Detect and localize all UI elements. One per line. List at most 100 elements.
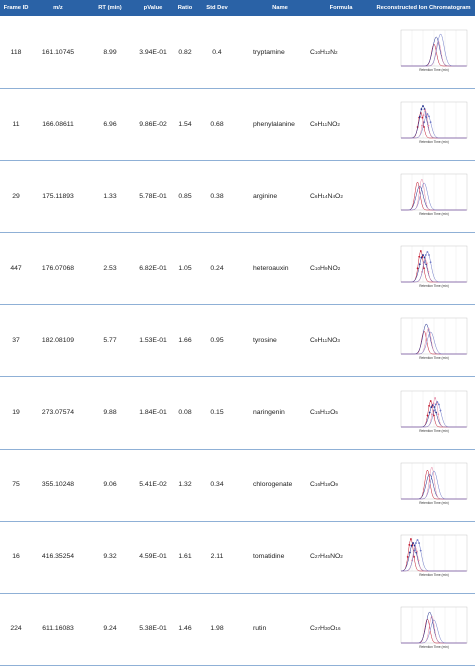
trace-marker bbox=[426, 113, 429, 115]
header-cell: Name bbox=[272, 5, 288, 11]
cell-text: 6.82E-01 bbox=[139, 264, 167, 272]
formula-count: 16 bbox=[335, 626, 341, 632]
chromatogram: Retention Time (min) bbox=[400, 390, 468, 433]
cell-text: 1.84E-01 bbox=[139, 409, 167, 416]
trace-marker bbox=[420, 108, 423, 111]
cell-text: 5.41E-02 bbox=[139, 481, 167, 489]
header-cell: RT (min) bbox=[98, 5, 122, 11]
trace-marker bbox=[418, 263, 421, 266]
trace-marker bbox=[423, 267, 425, 270]
formula-element: NO bbox=[330, 553, 341, 561]
formula-count: 2 bbox=[337, 121, 340, 127]
trace-marker bbox=[416, 550, 418, 553]
trace-marker bbox=[424, 109, 427, 111]
cell-text: rutin bbox=[253, 625, 267, 633]
trace-marker bbox=[425, 262, 428, 265]
formula-element: H bbox=[320, 625, 325, 633]
formula-element: C bbox=[310, 264, 315, 272]
cell-text: 1.54 bbox=[178, 120, 192, 128]
trace-marker bbox=[413, 555, 415, 558]
cell-text: 0.95 bbox=[210, 336, 224, 344]
trace-marker bbox=[432, 401, 435, 404]
chromatogram-trace bbox=[401, 33, 467, 67]
trace-marker bbox=[416, 267, 419, 270]
formula-count: 2 bbox=[337, 265, 341, 271]
chromatogram-axis-label: Retention Time (min) bbox=[419, 429, 449, 433]
trace-marker bbox=[415, 541, 417, 544]
formula-count: 11 bbox=[322, 337, 328, 343]
trace-marker bbox=[429, 121, 432, 124]
trace-marker bbox=[434, 396, 436, 399]
cell-text: 9.86E-02 bbox=[139, 120, 167, 128]
cell-text: chlorogenate bbox=[253, 481, 293, 489]
formula-count: 6 bbox=[314, 193, 318, 199]
header-cell: Std Dev bbox=[206, 5, 228, 11]
formula-count: 4 bbox=[332, 193, 336, 199]
formula-element: C bbox=[310, 336, 315, 344]
cell-text: 75 bbox=[12, 481, 20, 489]
formula-element: H bbox=[320, 264, 325, 272]
cell-text: 6.96 bbox=[103, 120, 117, 128]
cell-text: 182.08109 bbox=[41, 336, 75, 344]
formula-element: H bbox=[320, 481, 325, 489]
trace-marker bbox=[428, 411, 431, 413]
cell-text: 0.38 bbox=[210, 192, 224, 200]
formula-element: C bbox=[310, 48, 315, 56]
trace-marker bbox=[420, 257, 423, 259]
chromatogram-trace bbox=[401, 332, 467, 355]
cell-text: 1.05 bbox=[178, 264, 192, 272]
cell-text: 224 bbox=[10, 625, 22, 633]
cell-text: 0.4 bbox=[212, 48, 222, 56]
trace-marker bbox=[437, 412, 440, 415]
trace-marker bbox=[427, 124, 430, 127]
trace-marker bbox=[418, 256, 421, 258]
cell-text: 11 bbox=[12, 120, 20, 128]
formula: C 6 H 14 N 4 O 2 bbox=[310, 160, 372, 232]
cell-text: 416.35254 bbox=[41, 553, 75, 561]
trace-marker bbox=[427, 271, 430, 274]
chromatogram: Retention Time (min) bbox=[400, 534, 468, 577]
trace-marker bbox=[436, 400, 439, 403]
cell-text: 0.15 bbox=[210, 409, 224, 416]
formula-element: H bbox=[320, 553, 325, 561]
trace-marker bbox=[413, 549, 416, 552]
cell-text: 447 bbox=[10, 264, 22, 272]
table-row: 118 161.10745 8.99 3.94E-01 0.82 0.4 tryptamin… bbox=[0, 16, 475, 89]
trace-marker bbox=[410, 537, 412, 540]
cell-text: 0.08 bbox=[178, 409, 192, 416]
cell-text: 1.46 bbox=[178, 625, 192, 633]
formula: C 9 H 11 NO 3 bbox=[310, 304, 372, 376]
cell-text: 0.24 bbox=[210, 264, 224, 272]
trace-marker bbox=[419, 549, 422, 552]
formula-element: H bbox=[320, 48, 325, 56]
formula-element: C bbox=[310, 625, 315, 633]
trace-marker bbox=[418, 541, 420, 544]
formula-count: 10 bbox=[314, 265, 321, 271]
cell-text: 611.16083 bbox=[42, 625, 74, 633]
trace-marker bbox=[417, 559, 420, 562]
trace-marker bbox=[431, 412, 433, 415]
cell-text: tryptamine bbox=[253, 48, 285, 56]
trace-marker bbox=[430, 405, 433, 408]
formula-element: N bbox=[327, 192, 333, 200]
cell-text: 5.38E-01 bbox=[139, 625, 167, 633]
trace-marker bbox=[434, 403, 437, 405]
cell-text: 0.34 bbox=[210, 481, 224, 489]
formula-count: 27 bbox=[314, 626, 321, 632]
cell-text: heteroauxin bbox=[253, 264, 289, 272]
formula-count: 10 bbox=[314, 49, 321, 55]
trace-marker bbox=[424, 254, 427, 257]
trace-marker bbox=[428, 115, 430, 118]
cell-text: tyrosine bbox=[253, 336, 277, 344]
chromatogram-trace bbox=[401, 401, 467, 427]
table-row: 19 273.07574 9.88 1.84E-01 0.08 0.15 naringeni… bbox=[0, 377, 475, 450]
table-row: 224 611.16083 9.24 5.38E-01 1.46 1.98 rutin C 27… bbox=[0, 593, 475, 666]
formula-count: 12 bbox=[324, 49, 331, 55]
trace-marker bbox=[422, 105, 424, 107]
trace-marker bbox=[418, 116, 421, 118]
formula-count: 5 bbox=[335, 410, 338, 415]
cell-text: 1.61 bbox=[178, 553, 192, 561]
formula-count: 3 bbox=[337, 337, 340, 343]
formula-element: C bbox=[310, 192, 315, 200]
trace-marker bbox=[419, 250, 422, 253]
